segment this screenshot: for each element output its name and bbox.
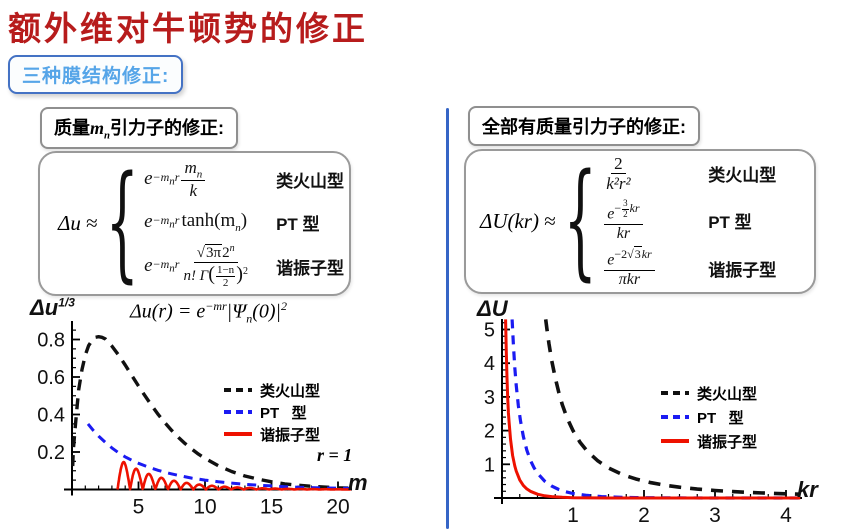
svg-text:5: 5 bbox=[133, 496, 145, 519]
left-header-post: 引力子的修正: bbox=[110, 118, 225, 138]
svg-text:15: 15 bbox=[260, 496, 283, 519]
formula-expression: e −mnr √3π2n n! Γ(1−n 2)2 bbox=[144, 242, 248, 290]
subtitle-box: 三种膜结构修正: bbox=[8, 55, 184, 94]
left-chart-title-formula: Δu(r) = e−mr|Ψn(0)|2 bbox=[130, 299, 288, 326]
svg-text:5: 5 bbox=[484, 320, 495, 342]
legend-label: 类火山型 bbox=[697, 385, 758, 403]
legend-item: PT 型 bbox=[224, 401, 320, 423]
cases-brace: { bbox=[105, 150, 139, 296]
svg-text:4: 4 bbox=[484, 353, 495, 375]
legend-line-sample bbox=[224, 410, 252, 414]
right-chart: 1 2 3 4 1 2 3 4 5 bbox=[484, 319, 802, 527]
left-chart-xlabel: m bbox=[348, 470, 368, 495]
svg-text:4: 4 bbox=[780, 504, 792, 527]
left-panel-header: 质量mn引力子的修正: bbox=[40, 107, 239, 149]
subtitle-label: 三种膜结构修正: bbox=[22, 66, 170, 87]
formula-row: 2 k²r² 类火山型 bbox=[602, 154, 776, 194]
formula-expression: 2 k²r² bbox=[606, 153, 631, 194]
formula-row: e −mnr tanh(mn) PT 型 bbox=[144, 210, 344, 235]
legend-label: 谐振子型 bbox=[697, 433, 758, 451]
left-formula-box: Δu ≈ { e −mnr mn k 类火山型 e −mnr tanh(mn) PT … bbox=[38, 151, 351, 296]
svg-text:1: 1 bbox=[567, 504, 579, 527]
legend-line-sample bbox=[661, 439, 689, 443]
left-header-math: m bbox=[90, 118, 105, 138]
legend-label: 类火山型 bbox=[260, 382, 321, 400]
right-panel-header: 全部有质量引力子的修正: bbox=[468, 106, 700, 146]
legend-item: 谐振子型 bbox=[661, 429, 757, 453]
svg-text:0.2: 0.2 bbox=[37, 442, 65, 464]
left-header-pre: 质量 bbox=[54, 118, 90, 138]
formula-expression: e− 3 2 kr kr bbox=[602, 198, 708, 243]
panel-divider bbox=[446, 108, 449, 529]
formula-row: e−2√3kr πkr 谐振子型 bbox=[602, 246, 777, 289]
right-header-label: 全部有质量引力子的修正: bbox=[482, 117, 686, 137]
formula-label: PT 型 bbox=[708, 213, 752, 233]
left-chart-ylabel: Δu1/3 bbox=[30, 295, 75, 320]
right-formula-rows: 2 k²r² 类火山型 e− 3 2 kr kr PT 型 e−2√3kr πkr bbox=[602, 145, 776, 298]
legend-item: 类火山型 bbox=[224, 379, 320, 401]
right-formula-box: ΔU(kr) ≈ { 2 k²r² 类火山型 e− 3 2 kr kr PT 型 bbox=[464, 149, 816, 294]
svg-text:3: 3 bbox=[484, 387, 495, 409]
left-header-math-sub: n bbox=[104, 129, 111, 142]
legend-item: 类火山型 bbox=[661, 381, 757, 405]
svg-text:2: 2 bbox=[484, 421, 495, 443]
svg-text:20: 20 bbox=[326, 496, 349, 519]
svg-text:1: 1 bbox=[484, 454, 495, 476]
legend-item: PT 型 bbox=[661, 405, 757, 429]
svg-text:3: 3 bbox=[709, 504, 721, 527]
formula-row: e −mnr √3π2n n! Γ(1−n 2)2 谐振子型 bbox=[144, 242, 345, 290]
formula-row: e− 3 2 kr kr PT 型 bbox=[602, 198, 776, 243]
right-chart-legend: 类火山型 PT 型 谐振子型 bbox=[661, 381, 757, 453]
formula-expression: e −mnr mn k bbox=[144, 158, 276, 201]
legend-line-sample bbox=[661, 391, 689, 395]
formula-label: 类火山型 bbox=[708, 166, 777, 186]
formula-expression: e−2√3kr πkr bbox=[602, 246, 708, 289]
legend-label: PT 型 bbox=[697, 409, 744, 427]
cases-brace: { bbox=[563, 148, 597, 294]
legend-item: 谐振子型 bbox=[224, 423, 320, 445]
formula-label: PT 型 bbox=[276, 214, 320, 234]
legend-line-sample bbox=[661, 415, 689, 419]
formula-label: 类火山型 bbox=[276, 171, 345, 191]
formula-expression: e −mnr tanh(mn) bbox=[144, 209, 248, 234]
svg-text:0.6: 0.6 bbox=[37, 367, 65, 389]
svg-text:10: 10 bbox=[193, 496, 216, 519]
left-chart-legend: 类火山型 PT 型 谐振子型 bbox=[224, 379, 320, 445]
legend-line-sample bbox=[224, 432, 252, 436]
right-chart-ylabel: ΔU bbox=[477, 296, 508, 321]
left-formula-rows: e −mnr mn k 类火山型 e −mnr tanh(mn) PT 型 e −mnr… bbox=[144, 147, 344, 300]
legend-label: 谐振子型 bbox=[260, 426, 321, 444]
legend-line-sample bbox=[224, 388, 252, 392]
left-chart: 5 10 15 20 0.2 0.4 0.6 0.8 bbox=[37, 321, 352, 519]
formula-row: e −mnr mn k 类火山型 bbox=[144, 158, 344, 201]
right-formula-lhs: ΔU(kr) ≈ bbox=[480, 209, 556, 233]
svg-text:0.8: 0.8 bbox=[37, 330, 65, 352]
right-chart-xlabel: kr bbox=[797, 477, 818, 502]
slide-title: 额外维对牛顿势的修正 bbox=[8, 10, 368, 47]
svg-text:0.4: 0.4 bbox=[37, 405, 65, 427]
formula-label: 谐振子型 bbox=[708, 261, 777, 281]
left-formula-lhs: Δu ≈ bbox=[58, 211, 98, 235]
formula-label: 谐振子型 bbox=[276, 259, 345, 279]
legend-label: PT 型 bbox=[260, 404, 307, 422]
left-chart-annotation: r = 1 bbox=[317, 445, 353, 465]
svg-text:2: 2 bbox=[638, 504, 650, 527]
